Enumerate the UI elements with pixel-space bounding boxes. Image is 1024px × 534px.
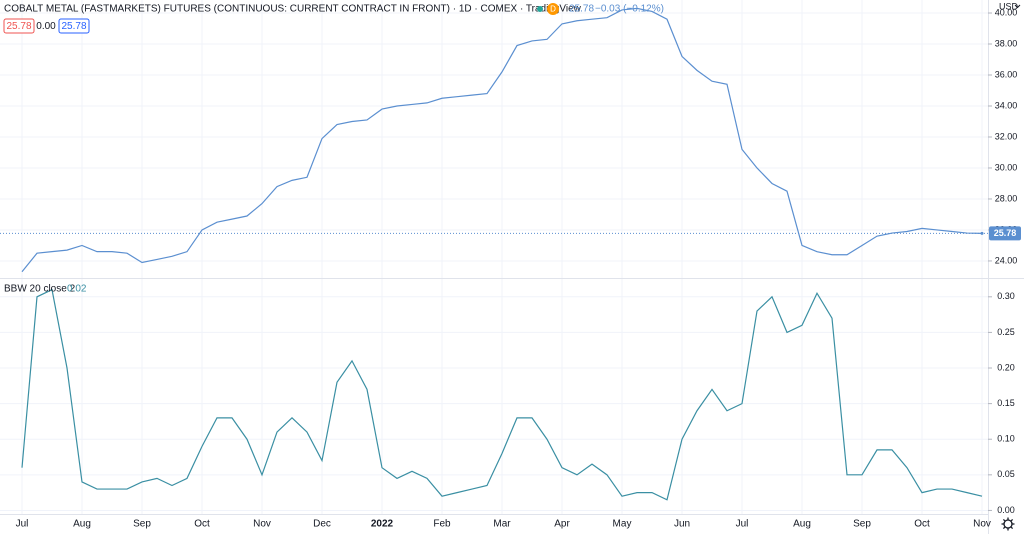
quote-box-text: 25.78 (61, 21, 86, 32)
x-tick-label: Sep (853, 519, 871, 530)
x-tick-label: Apr (554, 519, 570, 530)
y-tick-label: 0.25 (997, 327, 1015, 337)
y-tick-label: 38.00 (995, 38, 1018, 48)
header-last: 25.78 (569, 4, 594, 15)
x-tick-label: Nov (973, 519, 991, 530)
y-tick-label: 36.00 (995, 69, 1018, 79)
x-tick-label: Jul (736, 519, 749, 530)
x-tick-label: Nov (253, 519, 271, 530)
series-line (21, 288, 983, 501)
axis-labels: Jul Aug Sep Oct Nov Dec 2022 Feb Mar Apr May Jun Jul… (16, 7, 1021, 530)
x-tick-label: 2022 (371, 519, 394, 530)
y-tick-label: 24.00 (995, 255, 1018, 265)
last-price-tag (989, 226, 1021, 241)
status-dot (537, 6, 543, 12)
x-tick-label: Feb (433, 519, 451, 530)
y-tick-label: 0.15 (997, 398, 1015, 408)
quote-box (58, 18, 90, 34)
y-tick-label: 0.00 (997, 505, 1015, 515)
chart-title: COBALT METAL (FASTMARKETS) FUTURES (CONT… (4, 4, 582, 15)
x-tick-label: Dec (313, 519, 331, 530)
x-tick-label: Aug (73, 519, 91, 530)
quote-spread: 0.00 (36, 21, 56, 32)
marks (0, 7, 988, 501)
y-tick-label: 0.30 (997, 291, 1015, 301)
x-tick-label: Mar (493, 519, 511, 530)
series-line (21, 7, 983, 273)
y-tick-label: 30.00 (995, 162, 1018, 172)
x-tick-label: May (613, 519, 632, 530)
x-tick-label: Jul (16, 519, 29, 530)
x-tick-label: Sep (133, 519, 151, 530)
grid (0, 0, 988, 514)
x-tick-label: Jun (674, 519, 690, 530)
y-tick-label: 32.00 (995, 131, 1018, 141)
badge (547, 3, 559, 15)
y-tick-label: 28.00 (995, 193, 1018, 203)
indicator-title: BBW 20 close 2 (4, 284, 76, 295)
y-tick-label: 34.00 (995, 100, 1018, 110)
header-change: −0.03 (−0.12%) (595, 4, 664, 15)
indicator-last: 0.02 (67, 284, 87, 295)
last-point (980, 231, 984, 235)
y-tick-label: 40.00 (995, 7, 1018, 17)
y-tick-label: 0.20 (997, 362, 1015, 372)
quote-box (3, 18, 35, 34)
currency-chevron[interactable] (1014, 4, 1021, 9)
y-tick-label: 0.10 (997, 434, 1015, 444)
x-tick-label: Oct (194, 519, 210, 530)
x-tick-label: Oct (914, 519, 930, 530)
x-tick-label: Aug (793, 519, 811, 530)
settings-icon[interactable] (1001, 517, 1015, 531)
y-tick-label: 0.05 (997, 469, 1015, 479)
quote-box-text: 25.78 (6, 21, 31, 32)
currency[interactable]: USD (999, 1, 1019, 11)
last-price-label: 25.78 (994, 228, 1017, 238)
badge-text: D (550, 5, 556, 14)
